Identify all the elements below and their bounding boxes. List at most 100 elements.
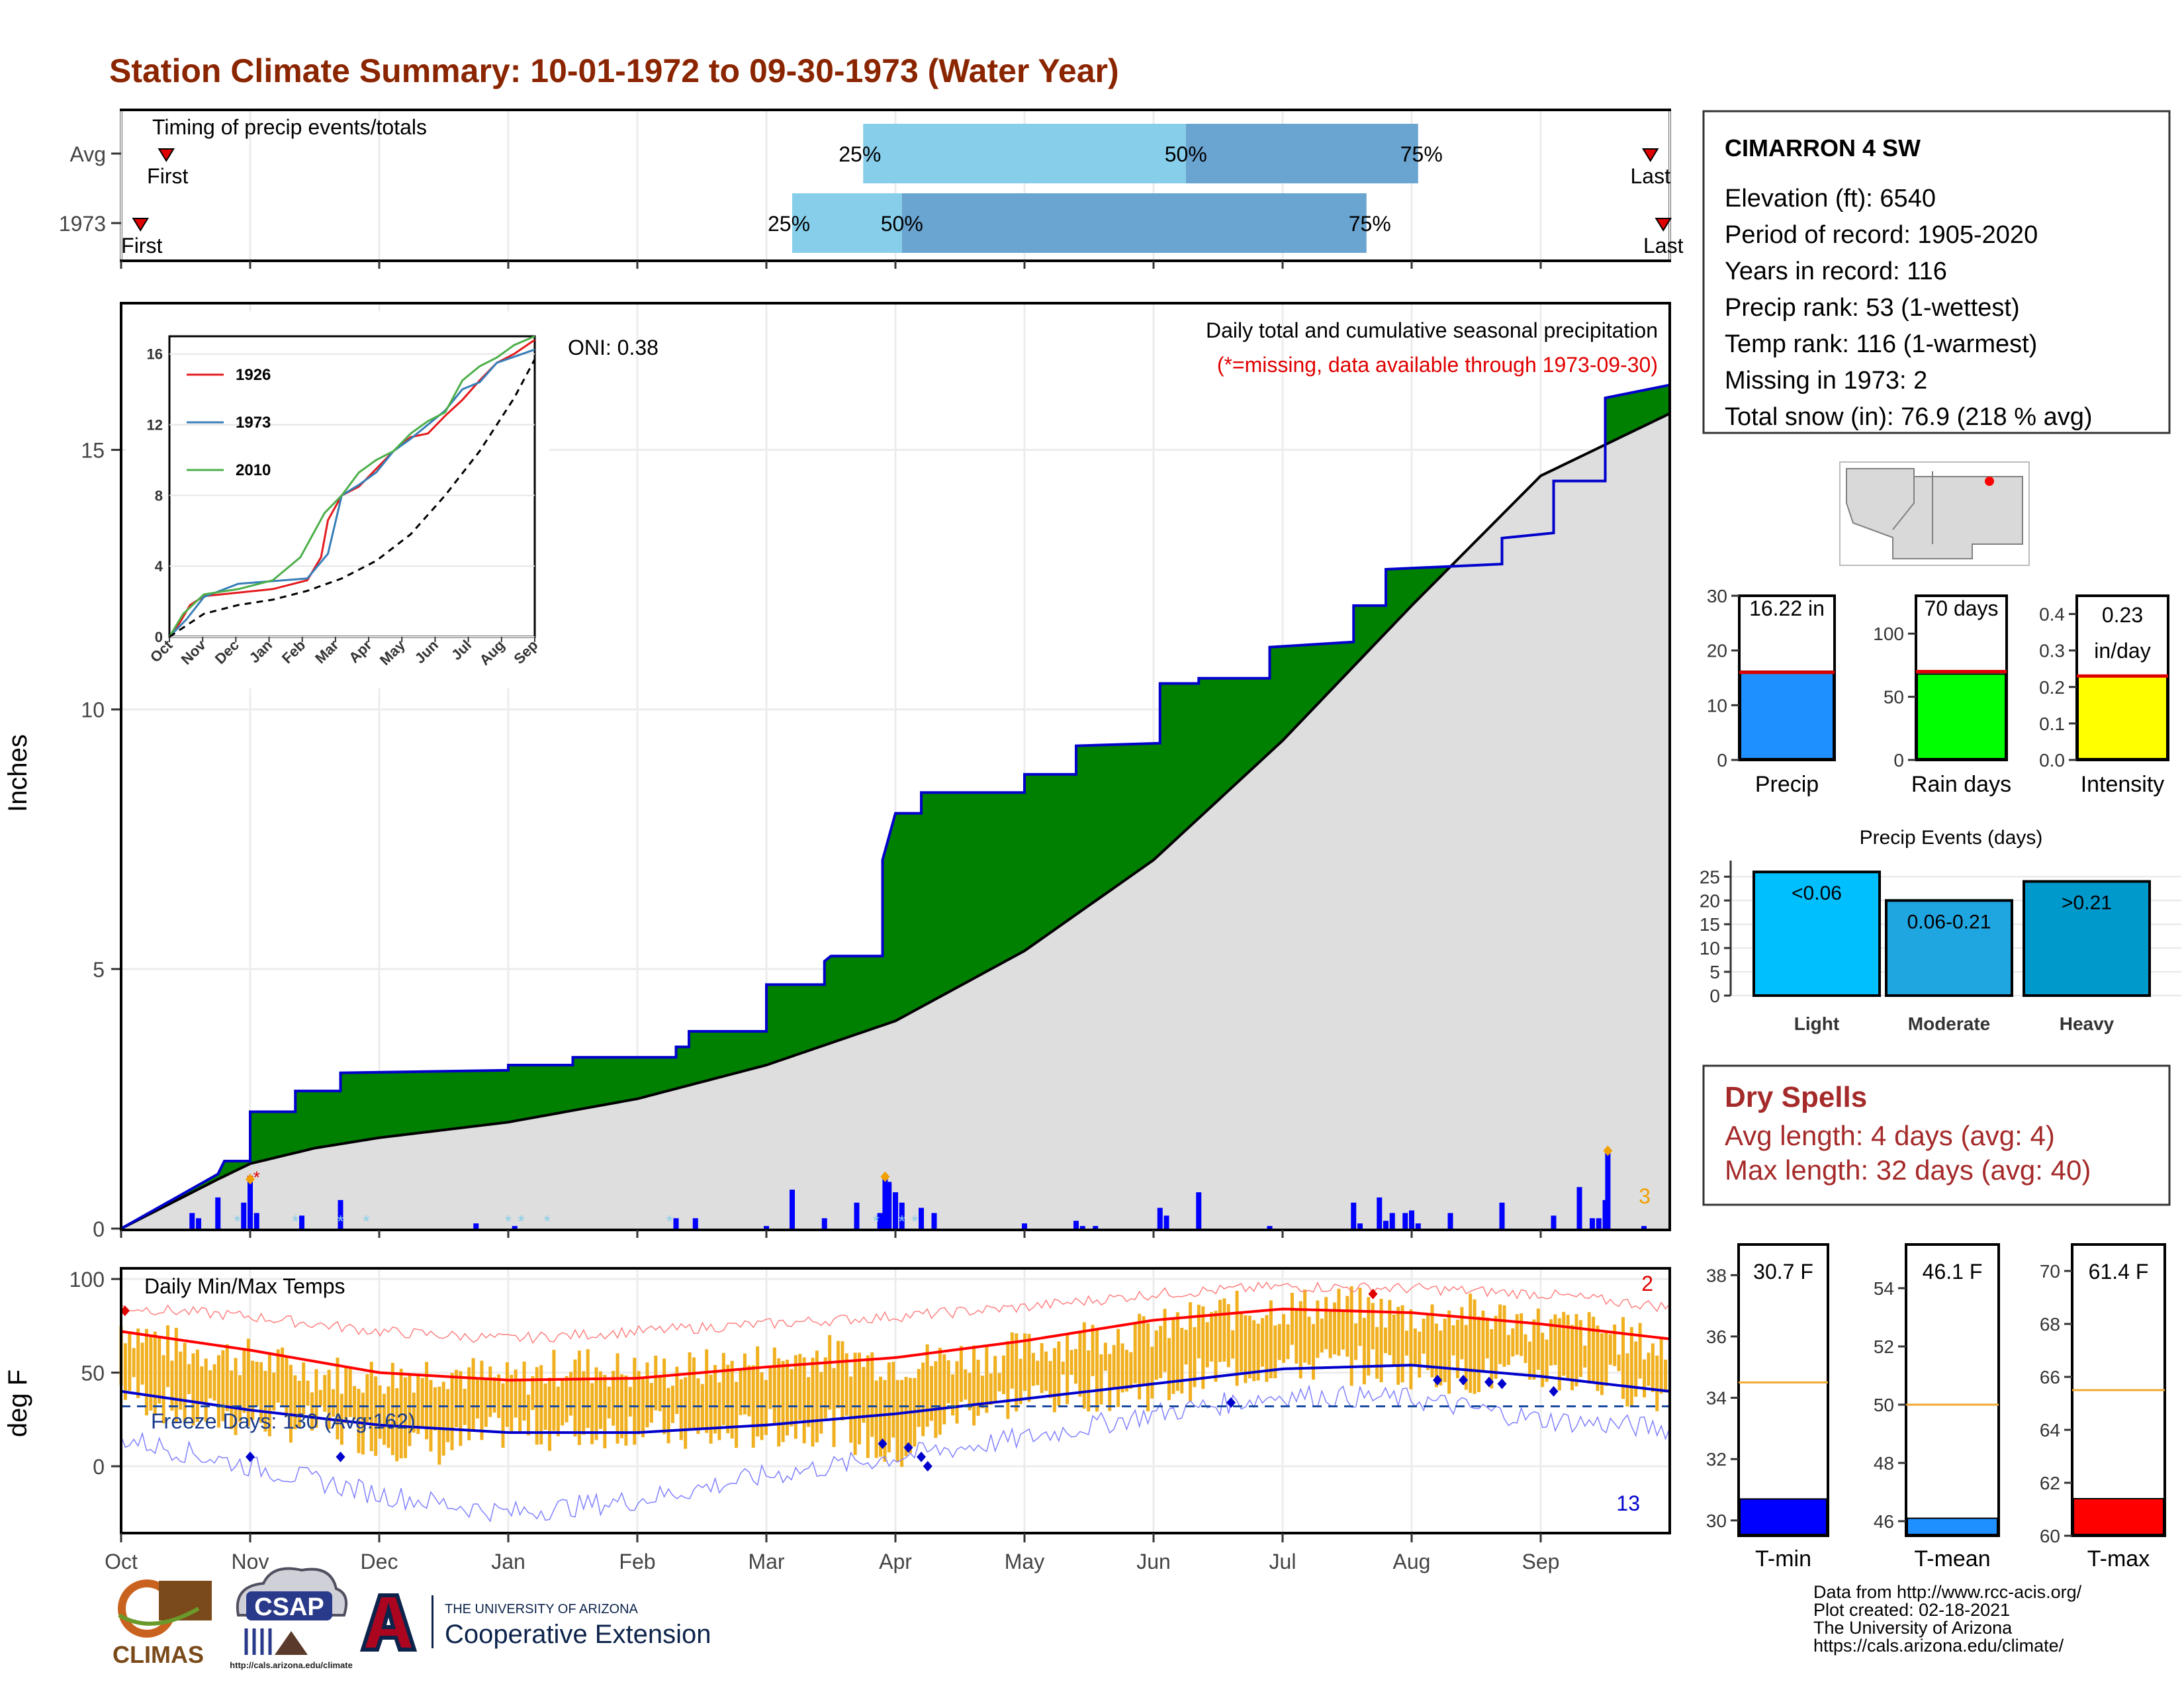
daily-temp-range-bar bbox=[1163, 1309, 1167, 1372]
record-low-marker bbox=[923, 1461, 933, 1472]
daily-temp-range-bar bbox=[200, 1366, 204, 1404]
daily-temp-range-bar bbox=[1477, 1316, 1481, 1392]
daily-temp-range-bar bbox=[158, 1337, 161, 1404]
daily-temp-range-bar bbox=[306, 1380, 310, 1406]
daily-precip-bar bbox=[1163, 1215, 1169, 1229]
daily-temp-range-bar bbox=[1566, 1315, 1570, 1380]
daily-temp-range-bar bbox=[522, 1361, 526, 1421]
events-tick-label: 5 bbox=[1709, 962, 1720, 982]
daily-temp-range-bar bbox=[874, 1380, 878, 1458]
daily-precip-bar bbox=[1157, 1207, 1163, 1229]
timing-p25-label: 25% bbox=[768, 212, 810, 236]
daily-temp-range-bar bbox=[390, 1362, 394, 1456]
events-tick-label: 20 bbox=[1700, 890, 1720, 911]
timing-first-label: First bbox=[121, 234, 162, 258]
daily-temp-range-bar bbox=[1320, 1318, 1324, 1353]
daily-temp-range-bar bbox=[441, 1382, 445, 1456]
daily-temp-range-bar bbox=[501, 1383, 505, 1448]
event-bar-label: <0.06 bbox=[1792, 882, 1842, 904]
event-bar-label: >0.21 bbox=[2062, 892, 2112, 914]
daily-temp-range-bar bbox=[1295, 1310, 1298, 1364]
daily-temp-range-bar bbox=[332, 1389, 336, 1417]
daily-temp-range-bar bbox=[641, 1378, 645, 1438]
daily-temp-range-bar bbox=[726, 1364, 730, 1434]
daily-temp-range-bar bbox=[1061, 1361, 1065, 1375]
summary-tick-label: 30 bbox=[1706, 1511, 1727, 1531]
daily-temp-range-bar bbox=[1443, 1319, 1447, 1383]
daily-temp-range-bar bbox=[1175, 1312, 1179, 1391]
daily-temp-range-bar bbox=[484, 1378, 488, 1427]
daily-precip-bar bbox=[1641, 1226, 1647, 1229]
daily-temp-range-bar bbox=[238, 1375, 242, 1423]
daily-temp-range-bar bbox=[1464, 1325, 1468, 1390]
precip-y-label: Inches bbox=[3, 734, 32, 812]
timing-p50-label: 50% bbox=[1165, 142, 1207, 166]
summary-tick-label: 48 bbox=[1874, 1453, 1894, 1474]
daily-temp-range-bar bbox=[1146, 1323, 1150, 1412]
daily-temp-range-bar bbox=[433, 1387, 437, 1431]
summary-tick-label: 32 bbox=[1706, 1449, 1727, 1470]
daily-temp-range-bar bbox=[1159, 1326, 1163, 1378]
daily-temp-range-bar bbox=[552, 1350, 556, 1431]
timing-last-marker bbox=[1655, 218, 1672, 232]
daily-temp-range-bar bbox=[1138, 1313, 1142, 1400]
oni-label: ONI: 0.38 bbox=[568, 336, 659, 359]
daily-temp-range-bar bbox=[841, 1341, 844, 1421]
missing-marker: * bbox=[253, 1168, 260, 1188]
daily-temp-range-bar bbox=[1001, 1355, 1005, 1395]
summary-value-bar bbox=[2077, 675, 2167, 759]
record-low-marker bbox=[1484, 1376, 1494, 1387]
temp-ytick-label: 50 bbox=[81, 1362, 105, 1385]
daily-temp-range-bar bbox=[420, 1378, 424, 1427]
snow-marker: * bbox=[292, 1211, 298, 1231]
daily-temp-range-bar bbox=[612, 1371, 615, 1426]
daily-precip-bar bbox=[1551, 1215, 1557, 1229]
daily-temp-range-bar bbox=[1044, 1351, 1048, 1391]
daily-temp-range-bar bbox=[658, 1376, 662, 1411]
daily-temp-range-bar bbox=[1422, 1319, 1426, 1354]
summary-tick-label: 0.4 bbox=[2039, 604, 2065, 625]
daily-temp-range-bar bbox=[1010, 1332, 1014, 1389]
event-category-label: Heavy bbox=[2060, 1013, 2115, 1034]
daily-temp-range-bar bbox=[598, 1371, 602, 1429]
record-low-marker bbox=[917, 1451, 926, 1462]
daily-temp-range-bar bbox=[917, 1369, 921, 1427]
daily-temp-range-bar bbox=[679, 1379, 683, 1440]
station-detail-line: Years in record: 116 bbox=[1725, 258, 1947, 285]
daily-temp-range-bar bbox=[492, 1377, 496, 1413]
inset-series-line bbox=[168, 335, 535, 637]
summary-tick-label: 0.3 bbox=[2039, 641, 2065, 661]
credits: Data from http://www.rcc-acis.org/Plot c… bbox=[1813, 1582, 2082, 1656]
daily-temp-range-bar bbox=[1103, 1342, 1107, 1371]
inset-series-line bbox=[168, 348, 535, 638]
inset-ytick-label: 4 bbox=[155, 558, 163, 575]
daily-temp-range-bar bbox=[1298, 1301, 1302, 1379]
dry-spells-avg: Avg length: 4 days (avg: 4) bbox=[1725, 1120, 2055, 1151]
summary-tick-label: 68 bbox=[2040, 1314, 2060, 1335]
daily-precip-bar bbox=[886, 1182, 892, 1229]
daily-temp-range-bar bbox=[293, 1375, 297, 1430]
daily-temp-range-bar bbox=[870, 1352, 874, 1437]
record-low-marker bbox=[903, 1442, 913, 1453]
daily-temp-range-bar bbox=[985, 1345, 989, 1413]
daily-temp-range-bar bbox=[1328, 1311, 1332, 1358]
daily-temp-range-bar bbox=[1392, 1314, 1396, 1367]
daily-precip-bar bbox=[899, 1202, 905, 1229]
station-location-marker bbox=[1985, 477, 1994, 486]
daily-temp-range-bar bbox=[904, 1376, 908, 1456]
daily-temp-range-bar bbox=[743, 1353, 747, 1415]
csap-logo-url: http://cals.arizona.edu/climate bbox=[230, 1660, 353, 1670]
daily-temp-range-bar bbox=[518, 1378, 522, 1432]
daily-temp-range-bar bbox=[772, 1347, 776, 1424]
daily-temp-range-bar bbox=[437, 1386, 441, 1465]
temp-ytick-label: 100 bbox=[69, 1268, 105, 1291]
daily-precip-bar bbox=[790, 1190, 795, 1229]
daily-temp-range-bar bbox=[497, 1374, 501, 1419]
summary-value-label: 61.4 F bbox=[2089, 1260, 2149, 1284]
summary-tick-label: 0 bbox=[1893, 750, 1904, 771]
location-map bbox=[1839, 461, 2030, 566]
timing-p75-label: 75% bbox=[1400, 142, 1443, 166]
daily-temp-range-bar bbox=[1210, 1312, 1214, 1362]
daily-temp-range-bar bbox=[251, 1360, 255, 1420]
